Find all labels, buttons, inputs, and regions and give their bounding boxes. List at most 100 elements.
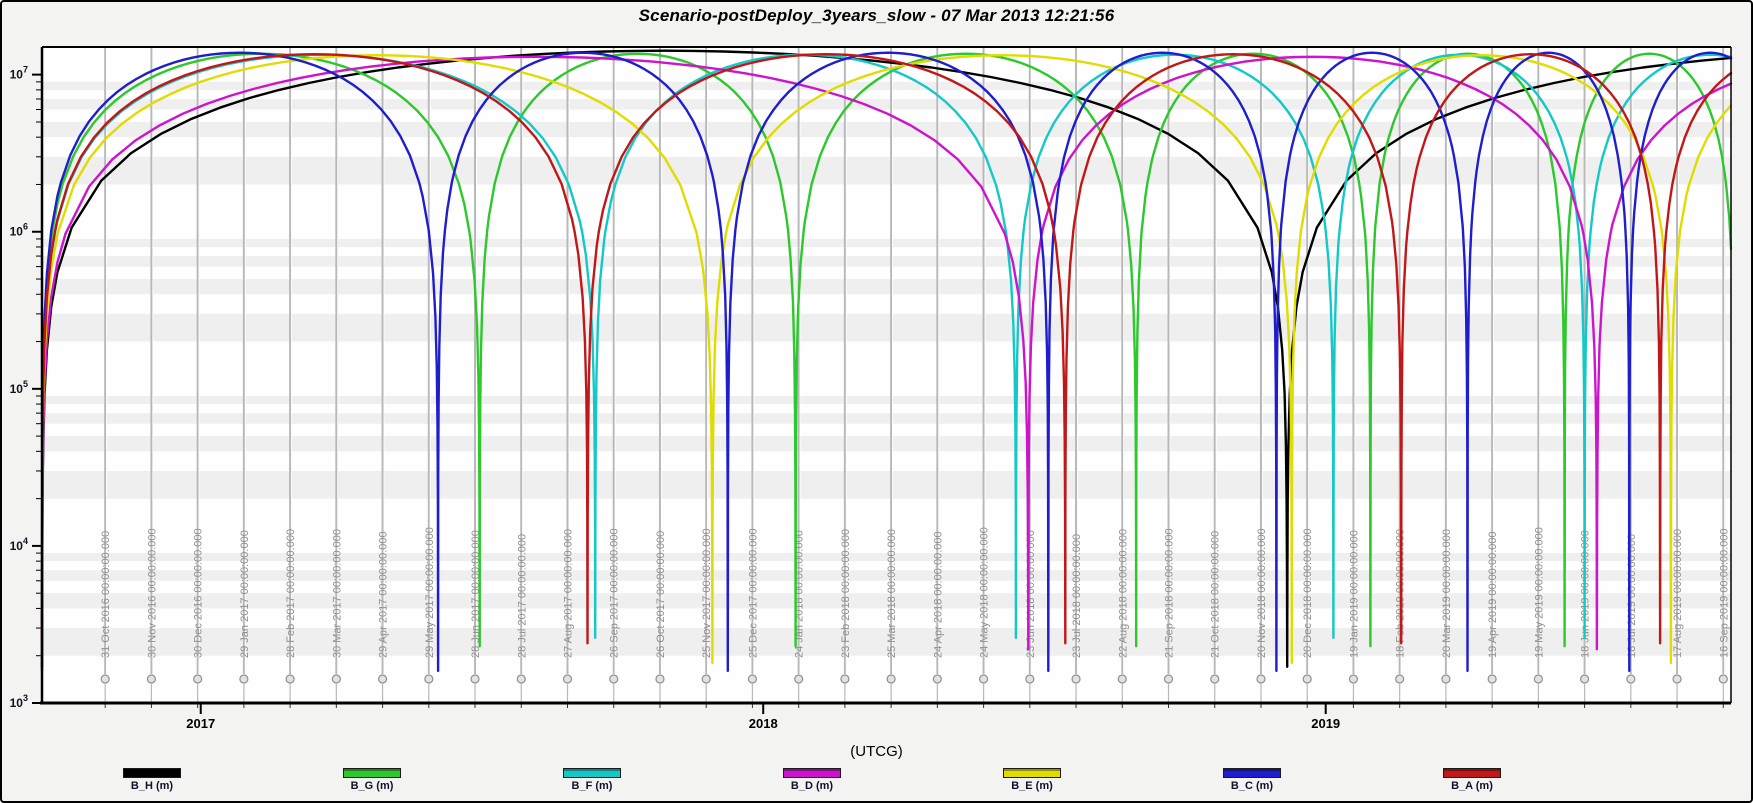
gridline-marker <box>1441 674 1451 684</box>
x-axis-label: (UTCG) <box>850 743 903 760</box>
legend-label: B_C (m) <box>1230 780 1274 792</box>
date-tick-label: 31 Oct 2016 00:00:00.000 <box>100 531 112 658</box>
date-tick-label: 21 Oct 2018 00:00:00.000 <box>1210 531 1222 658</box>
minor-grid-band <box>42 156 1731 185</box>
date-tick-label: 30 Dec 2016 00:00:00.000 <box>193 528 205 658</box>
minor-grid-band <box>42 313 1731 342</box>
gridline-marker <box>609 674 619 684</box>
gridline-marker <box>655 674 665 684</box>
legend-label: B_A (m) <box>1451 780 1493 792</box>
gridline-marker <box>331 674 341 684</box>
legend-swatch-B_F <box>563 768 621 778</box>
date-tick-label: 18 Jul 2019 00:00:00.000 <box>1626 534 1638 658</box>
y-axis-tick-label: 104 <box>10 536 28 553</box>
legend-swatch-B_G <box>343 768 401 778</box>
minor-grid-band <box>42 470 1731 499</box>
gridline-marker <box>886 674 896 684</box>
date-tick-label: 30 Mar 2017 00:00:00.000 <box>331 529 343 658</box>
gridline-marker <box>146 674 157 684</box>
legend-swatch-B_A <box>1443 768 1501 778</box>
date-tick-label: 17 Aug 2019 00:00:00.000 <box>1672 529 1684 658</box>
gridline-marker <box>1163 674 1174 684</box>
date-tick-label: 20 Mar 2019 00:00:00.000 <box>1441 529 1453 658</box>
date-tick-label: 25 Mar 2018 00:00:00.000 <box>886 529 898 658</box>
legend: B_H (m) B_G (m) B_F (m) B_D (m) B_E (m) B_C (… <box>42 768 1582 792</box>
minor-grid-band <box>42 413 1731 424</box>
gridline-marker <box>470 674 480 684</box>
minor-grid-band <box>42 256 1731 267</box>
date-tick-label: 20 Nov 2018 00:00:00.000 <box>1256 528 1268 658</box>
minor-grid-band <box>42 396 1731 405</box>
gridline-marker <box>840 674 850 684</box>
y-axis-tick-label: 106 <box>10 222 28 239</box>
series-B_E <box>40 54 1733 665</box>
legend-label: B_G (m) <box>350 780 394 792</box>
date-tick-label: 25 Nov 2017 00:00:00.000 <box>701 528 713 658</box>
date-tick-label: 29 May 2017 00:00:00.000 <box>424 527 436 658</box>
y-axis-tick-label: 107 <box>10 65 28 82</box>
legend-item-B_D: B_D (m) <box>752 768 872 792</box>
legend-label: B_D (m) <box>790 780 834 792</box>
gridline-marker <box>1487 674 1497 684</box>
minor-grid-band <box>42 121 1731 138</box>
minor-grid-band <box>42 436 1731 452</box>
gridline-marker <box>978 674 989 684</box>
gridline-marker <box>794 674 804 684</box>
y-axis-tick-label: 105 <box>10 379 28 396</box>
gridline-marker <box>1579 674 1590 684</box>
gridline-marker <box>1533 674 1543 684</box>
minor-grid-band <box>42 238 1731 247</box>
date-tick-label: 19 Apr 2019 00:00:00.000 <box>1487 531 1499 658</box>
gridline-marker <box>1672 674 1682 684</box>
gridline-marker <box>1256 674 1266 684</box>
date-tick-label: 23 Feb 2018 00:00:00.000 <box>840 529 852 658</box>
minor-grid-band <box>42 570 1731 581</box>
gridline-marker <box>1210 674 1220 684</box>
gridline-marker <box>285 674 295 684</box>
date-tick-label: 26 Sep 2017 00:00:00.000 <box>609 528 621 658</box>
date-tick-label: 21 Sep 2018 00:00:00.000 <box>1164 528 1176 658</box>
series-B_G <box>40 52 1733 648</box>
gridline-marker <box>1718 674 1728 684</box>
series-B_C <box>40 51 1733 673</box>
page-title: Scenario-postDeploy_3years_slow - 07 Mar… <box>638 6 1115 25</box>
legend-swatch-B_D <box>783 768 841 778</box>
series-B_A <box>40 53 1733 645</box>
date-tick-label: 22 Aug 2018 00:00:00.000 <box>1117 529 1129 658</box>
date-tick-label: 29 Apr 2017 00:00:00.000 <box>378 531 390 658</box>
date-tick-label: 24 Apr 2018 00:00:00.000 <box>932 531 944 658</box>
legend-item-B_E: B_E (m) <box>972 768 1092 792</box>
date-tick-label: 29 Jan 2017 00:00:00.000 <box>239 530 251 658</box>
legend-item-B_A: B_A (m) <box>1412 768 1532 792</box>
gridline-marker <box>747 674 758 684</box>
gridline-marker <box>239 674 249 684</box>
date-tick-label: 30 Nov 2016 00:00:00.000 <box>146 528 158 658</box>
year-label: 2019 <box>1311 716 1340 731</box>
gridline-marker <box>193 674 203 684</box>
date-tick-label: 20 Dec 2018 00:00:00.000 <box>1302 528 1314 658</box>
date-tick-label: 23 Jul 2018 00:00:00.000 <box>1071 534 1083 658</box>
minor-grid-band <box>42 81 1731 90</box>
date-tick-label: 16 Sep 2019 00:00:00.000 <box>1718 528 1730 658</box>
year-label: 2018 <box>749 716 778 731</box>
minor-grid-band <box>42 628 1731 656</box>
legend-swatch-B_C <box>1223 768 1281 778</box>
date-tick-label: 19 May 2019 00:00:00.000 <box>1533 527 1545 658</box>
gridline-marker <box>1071 674 1081 684</box>
gridline-marker <box>100 674 110 684</box>
gridline-marker <box>562 674 573 684</box>
legend-item-B_C: B_C (m) <box>1192 768 1312 792</box>
legend-swatch-B_E <box>1003 768 1061 778</box>
gridline-marker <box>701 674 711 684</box>
date-tick-label: 19 Jan 2019 00:00:00.000 <box>1348 530 1360 658</box>
date-tick-label: 26 Oct 2017 00:00:00.000 <box>655 531 667 658</box>
minor-grid-band <box>42 98 1731 110</box>
gridline-marker <box>1025 674 1035 684</box>
legend-swatch-B_H <box>123 768 181 778</box>
series-B_F <box>40 53 1733 639</box>
legend-item-B_G: B_G (m) <box>312 768 432 792</box>
legend-item-B_F: B_F (m) <box>532 768 652 792</box>
gridline-marker <box>1117 674 1127 684</box>
gridline-marker <box>1302 674 1312 684</box>
